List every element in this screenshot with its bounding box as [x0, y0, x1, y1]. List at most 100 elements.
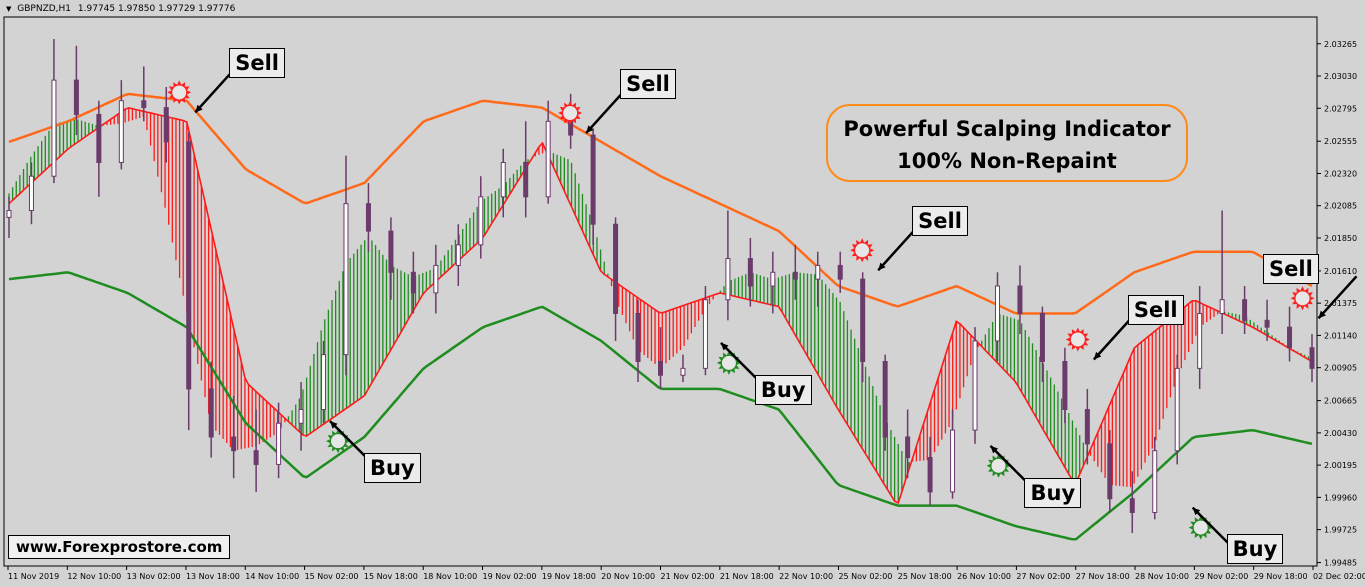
candle-body — [680, 367, 686, 376]
candle-body — [792, 271, 798, 280]
candle-body — [343, 203, 349, 356]
candle-body — [1242, 299, 1248, 321]
arrowhead-icon — [1318, 310, 1326, 319]
arrowhead-icon — [1093, 351, 1102, 360]
x-axis: 11 Nov 2019 12 Nov 10:00 13 Nov 02:00 13 No… — [7, 566, 1365, 581]
candle-body — [231, 436, 237, 452]
buy-signal-label: Buy — [754, 374, 812, 405]
signal-arrow — [877, 227, 918, 272]
arrowhead-icon — [1192, 507, 1201, 516]
x-tick-label: 02 Dec 02:00 — [1313, 572, 1365, 581]
candle-body — [927, 457, 933, 493]
y-tick-label: 2.00430 — [1324, 429, 1357, 438]
x-tick-label: 19 Nov 02:00 — [483, 572, 537, 581]
candle-body — [1264, 319, 1270, 328]
x-tick-label: 27 Nov 18:00 — [1076, 572, 1130, 581]
buy-signal-label: Buy — [1024, 477, 1082, 508]
x-tick-label: 29 Nov 02:00 — [1194, 572, 1248, 581]
candle-body — [478, 196, 484, 246]
candle-body — [186, 141, 192, 390]
y-tick-label: 2.01375 — [1324, 299, 1357, 308]
candle-body — [433, 264, 439, 294]
x-tick-label: 29 Nov 18:00 — [1254, 572, 1308, 581]
signal-arrow — [585, 90, 626, 134]
candle-body — [73, 79, 79, 115]
signal-arrow — [989, 444, 1030, 485]
candle-body — [1174, 367, 1180, 452]
arrowhead-icon — [990, 445, 999, 454]
candle-body — [455, 244, 461, 266]
candle-body — [1287, 326, 1293, 349]
y-tick-label: 2.02795 — [1324, 104, 1357, 113]
candle-body — [96, 113, 102, 163]
x-tick-label: 25 Nov 18:00 — [898, 572, 952, 581]
y-tick-label: 1.99960 — [1324, 493, 1357, 502]
candle-body — [1129, 498, 1135, 513]
candle-body — [658, 360, 663, 376]
arrowhead-icon — [330, 421, 338, 429]
buy-star-icon-center — [721, 355, 736, 370]
candle-body — [28, 175, 34, 212]
x-tick-label: 28 Nov 10:00 — [1135, 572, 1189, 581]
y-tick-label: 2.02555 — [1324, 137, 1357, 146]
x-tick-label: 21 Nov 18:00 — [720, 572, 774, 581]
x-tick-label: 13 Nov 18:00 — [186, 572, 240, 581]
candle-body — [770, 271, 776, 287]
sell-star-icon-center — [1070, 332, 1085, 347]
candle-body — [1219, 299, 1225, 314]
candle-body — [321, 354, 327, 411]
sell-signal-label: Sell — [620, 69, 676, 100]
chart-header: ▼ GBPNZD,H1 1.97745 1.97850 1.97729 1.97… — [6, 4, 235, 14]
x-tick-label: 20 Nov 10:00 — [601, 572, 655, 581]
candle-body — [500, 161, 506, 198]
x-tick-label: 21 Nov 02:00 — [661, 572, 715, 581]
upper-band-line — [8, 92, 1313, 315]
candle-body — [1084, 409, 1090, 445]
candle-body — [905, 436, 911, 459]
x-tick-label: 19 Nov 18:00 — [542, 572, 596, 581]
sell-star-icon-center — [172, 85, 187, 100]
candle-body — [298, 409, 304, 424]
buy-signal-label: Buy — [364, 453, 421, 484]
y-tick-label: 2.01140 — [1324, 331, 1357, 340]
candles — [6, 38, 1315, 534]
x-tick-label: 22 Nov 10:00 — [779, 572, 833, 581]
y-tick-label: 2.03030 — [1324, 72, 1357, 81]
candle-body — [815, 264, 821, 280]
x-tick-label: 13 Nov 02:00 — [127, 572, 181, 581]
signal-arrow — [720, 342, 760, 382]
candle-body — [1309, 347, 1315, 369]
promo-line-2: 100% Non-Repaint — [897, 149, 1117, 173]
x-tick-label: 27 Nov 02:00 — [1016, 572, 1070, 581]
sell-star-icon-center — [1295, 291, 1310, 306]
x-tick-label: 12 Nov 10:00 — [67, 572, 121, 581]
y-tick-label: 2.01850 — [1324, 234, 1357, 243]
sell-signal-label: Sell — [912, 206, 968, 237]
candle-body — [972, 340, 978, 431]
sell-star-icon-center — [855, 243, 870, 258]
chevron-down-icon[interactable]: ▼ — [6, 5, 12, 13]
arrowhead-icon — [878, 262, 886, 271]
symbol-label: GBPNZD,H1 — [17, 4, 72, 14]
promo-banner: Powerful Scalping Indicator 100% Non-Rep… — [826, 104, 1188, 182]
candle-body — [994, 285, 1000, 342]
sell-signal-label: Sell — [229, 48, 285, 79]
x-tick-label: 14 Nov 10:00 — [245, 572, 299, 581]
x-tick-label: 25 Nov 02:00 — [838, 572, 892, 581]
candle-body — [635, 312, 641, 362]
candle-body — [1107, 443, 1113, 500]
promo-line-1: Powerful Scalping Indicator — [843, 117, 1171, 141]
candle-body — [950, 429, 956, 493]
x-tick-label: 15 Nov 02:00 — [305, 572, 359, 581]
ohlc-values: 1.97745 1.97850 1.97729 1.97776 — [77, 4, 236, 14]
candle-body — [163, 107, 169, 143]
arrowhead-icon — [720, 342, 729, 351]
candle-body — [1017, 285, 1023, 314]
arrowhead-icon — [586, 125, 594, 134]
candle-body — [725, 258, 731, 301]
candle-body — [118, 100, 124, 163]
buy-star-icon-center — [331, 434, 346, 449]
candle-body — [253, 450, 259, 465]
